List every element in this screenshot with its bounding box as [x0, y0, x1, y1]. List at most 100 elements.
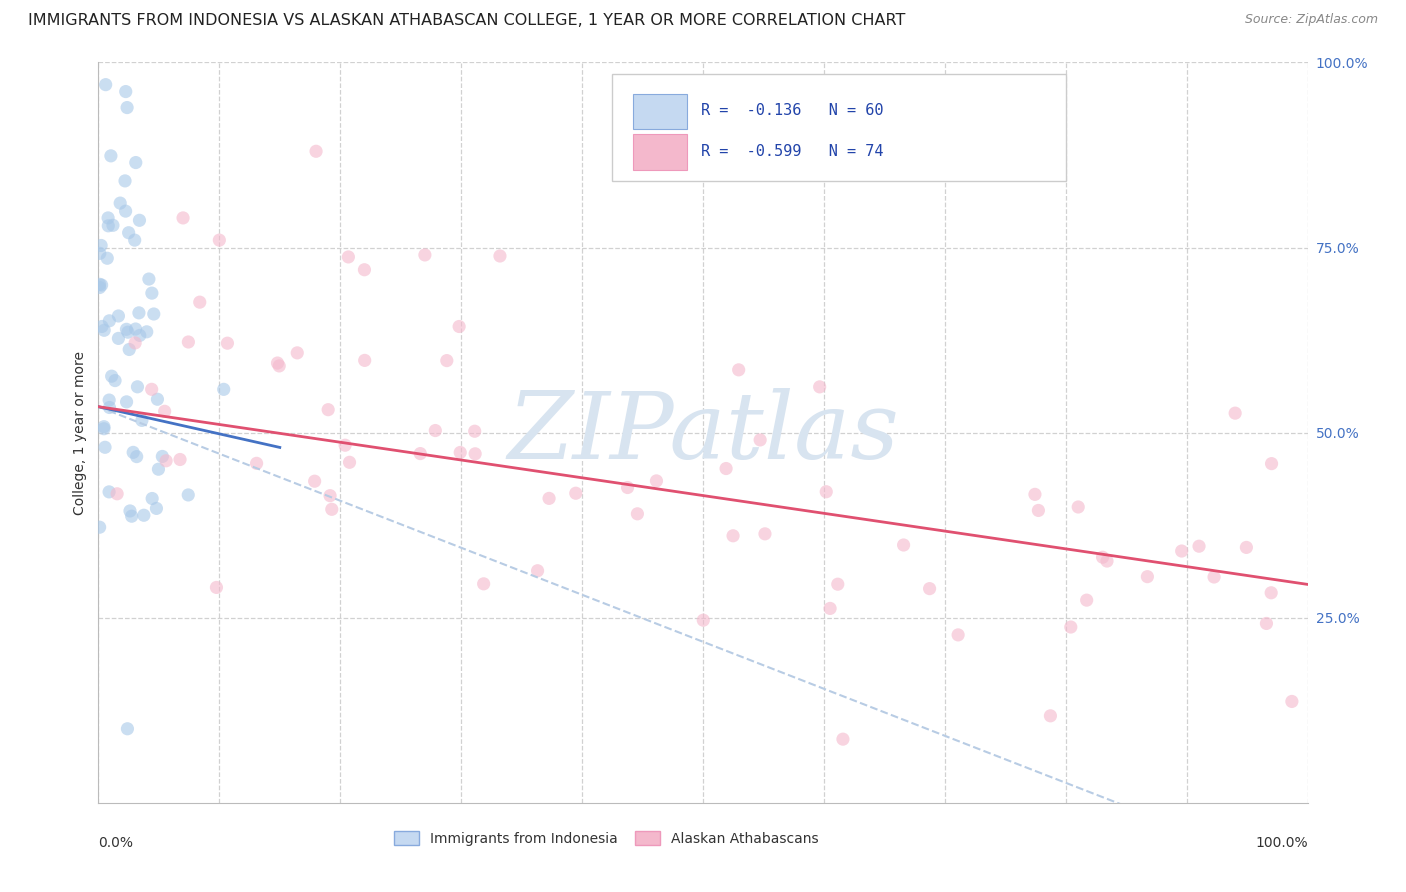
Point	[353, 262, 375, 277]
Point	[122, 445, 145, 459]
Point	[319, 489, 342, 503]
Bar	[633, 135, 688, 169]
Point	[714, 461, 737, 475]
Text: 100.0%: 100.0%	[1256, 836, 1308, 850]
Point	[565, 486, 588, 500]
Point	[1028, 503, 1050, 517]
Point	[1223, 406, 1246, 420]
Point	[305, 145, 328, 159]
Point	[266, 356, 288, 370]
Text: ZIPatlas: ZIPatlas	[508, 388, 898, 477]
Point	[177, 488, 200, 502]
Point	[205, 581, 228, 595]
Point	[827, 577, 849, 591]
Point	[1170, 544, 1192, 558]
Point	[115, 101, 138, 115]
Point	[472, 577, 495, 591]
Point	[1091, 550, 1114, 565]
Point	[131, 413, 153, 427]
Point	[464, 424, 486, 438]
Point	[124, 322, 146, 336]
Point	[98, 401, 121, 415]
Y-axis label: College, 1 year or more: College, 1 year or more	[73, 351, 87, 515]
FancyBboxPatch shape	[613, 73, 1066, 181]
Point	[337, 250, 360, 264]
Point	[177, 334, 200, 349]
Point	[1281, 694, 1303, 708]
Point	[125, 450, 148, 464]
Point	[93, 323, 115, 337]
Point	[749, 433, 772, 447]
Point	[141, 286, 163, 301]
Point	[808, 380, 831, 394]
Point	[118, 226, 141, 240]
Point	[818, 601, 841, 615]
Point	[1256, 616, 1278, 631]
Point	[721, 529, 744, 543]
Point	[1060, 620, 1083, 634]
Point	[538, 491, 561, 506]
Text: IMMIGRANTS FROM INDONESIA VS ALASKAN ATHABASCAN COLLEGE, 1 YEAR OR MORE CORRELAT: IMMIGRANTS FROM INDONESIA VS ALASKAN ATH…	[28, 13, 905, 29]
Point	[98, 484, 121, 499]
Point	[754, 526, 776, 541]
Point	[217, 336, 239, 351]
Point	[409, 446, 432, 460]
Point	[616, 481, 638, 495]
Point	[104, 374, 127, 388]
Text: Source: ZipAtlas.com: Source: ZipAtlas.com	[1244, 13, 1378, 27]
Point	[304, 474, 326, 488]
Point	[1136, 569, 1159, 583]
Point	[815, 484, 838, 499]
Point	[1076, 593, 1098, 607]
Point	[1067, 500, 1090, 514]
Point	[188, 295, 211, 310]
Point	[93, 422, 115, 436]
Point	[90, 278, 112, 293]
Point	[96, 252, 118, 266]
Point	[114, 85, 136, 99]
Point	[645, 474, 668, 488]
Point	[449, 319, 471, 334]
Point	[1095, 554, 1118, 568]
Point	[132, 508, 155, 523]
Point	[146, 392, 169, 407]
Point	[121, 509, 143, 524]
Point	[212, 382, 235, 396]
Point	[489, 249, 512, 263]
Point	[155, 454, 177, 468]
Point	[150, 450, 173, 464]
Point	[89, 246, 111, 260]
Point	[918, 582, 941, 596]
Point	[425, 424, 447, 438]
Point	[118, 504, 141, 518]
Point	[105, 487, 128, 501]
Text: R =  -0.136   N = 60: R = -0.136 N = 60	[700, 103, 883, 118]
Point	[626, 507, 648, 521]
Point	[832, 732, 855, 747]
Point	[117, 325, 139, 339]
Point	[90, 319, 112, 334]
Point	[141, 382, 163, 396]
Point	[436, 353, 458, 368]
Point	[285, 346, 308, 360]
Point	[89, 280, 111, 294]
Point	[135, 325, 157, 339]
Point	[1202, 570, 1225, 584]
Point	[449, 445, 471, 459]
Point	[98, 393, 121, 408]
Point	[321, 502, 343, 516]
Point	[316, 402, 339, 417]
Point	[114, 174, 136, 188]
Point	[124, 335, 146, 350]
Point	[269, 359, 291, 373]
Point	[1234, 541, 1257, 555]
Point	[145, 501, 167, 516]
Point	[339, 455, 361, 469]
Point	[128, 213, 150, 227]
Text: R =  -0.599   N = 74: R = -0.599 N = 74	[700, 144, 883, 159]
Point	[148, 462, 170, 476]
Point	[124, 233, 146, 247]
Point	[115, 322, 138, 336]
Point	[1260, 457, 1282, 471]
Point	[107, 331, 129, 345]
